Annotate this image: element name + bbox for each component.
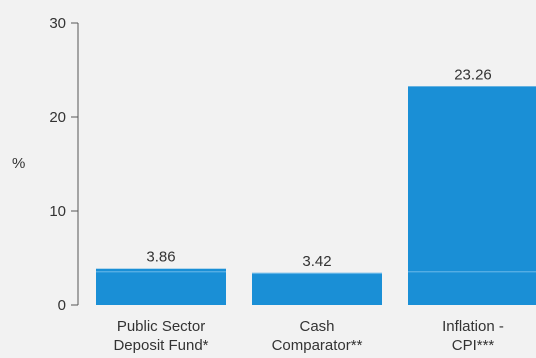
bars-group (96, 86, 536, 305)
bar-highlight-band (408, 271, 536, 273)
category-label: Comparator** (272, 337, 363, 354)
category-label: Inflation - (442, 318, 504, 335)
bar-value-label: 3.42 (302, 253, 331, 270)
bar-highlight-band (252, 272, 382, 275)
bar (408, 86, 536, 305)
y-axis-label: % (12, 155, 25, 172)
bar-value-label: 23.26 (454, 66, 492, 83)
bar (252, 272, 382, 305)
y-tick-label: 30 (49, 15, 66, 32)
value-labels-group: 3.86 3.42 23.26 (146, 66, 491, 269)
y-tick-label: 0 (58, 297, 66, 314)
bar (96, 268, 226, 305)
y-tick-label: 10 (49, 203, 66, 220)
category-label: Cash (299, 318, 334, 335)
y-axis-ticks: 0 10 20 30 (49, 15, 78, 314)
y-tick-label: 20 (49, 109, 66, 126)
category-label: Public Sector (117, 318, 205, 335)
category-label: CPI*** (452, 337, 495, 354)
category-labels-group: Public Sector Deposit Fund* Cash Comparator… (113, 318, 503, 354)
category-label: Deposit Fund* (113, 337, 208, 354)
bar-highlight-band (96, 271, 226, 273)
bar-value-label: 3.86 (146, 249, 175, 266)
